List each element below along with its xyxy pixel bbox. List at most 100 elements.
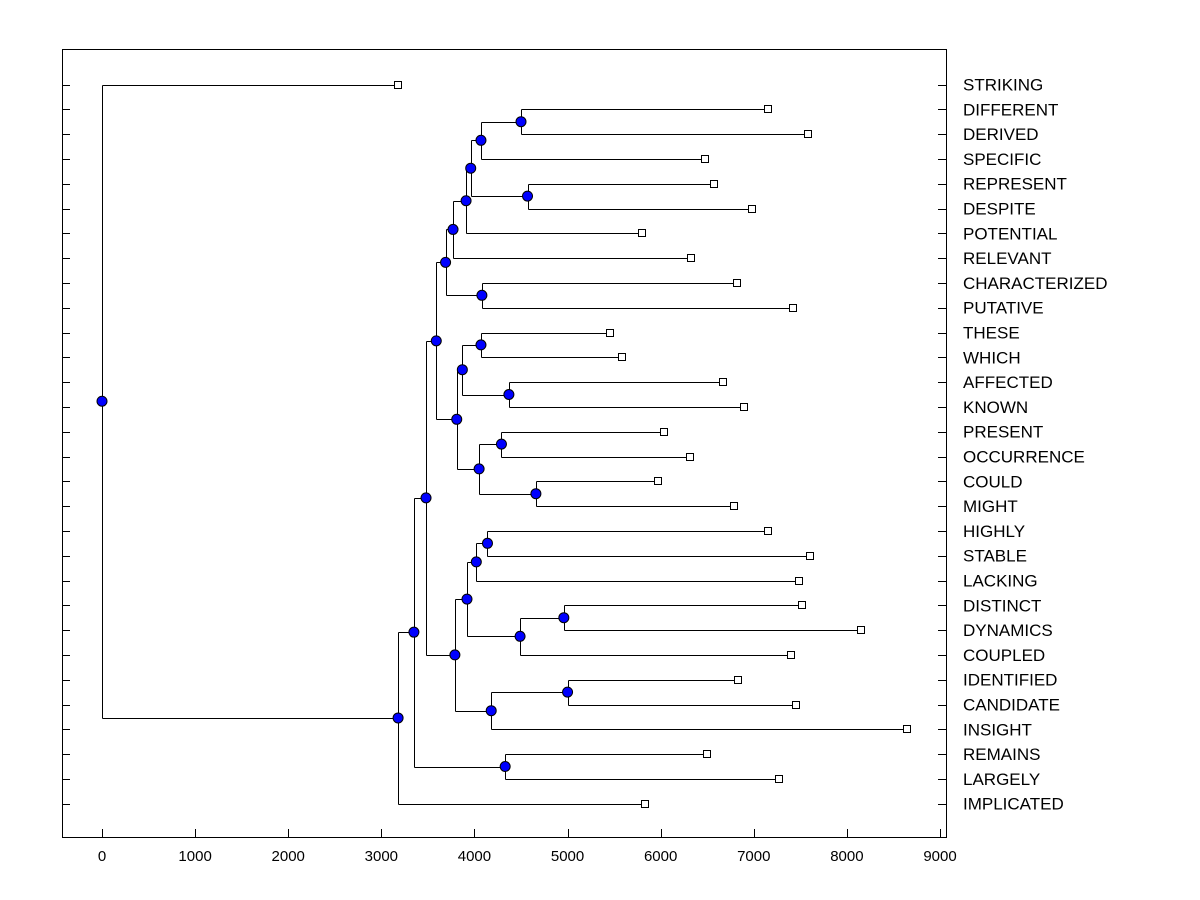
leaf-marker-dynamics: [857, 626, 865, 634]
merge-node-n20: [514, 630, 526, 642]
merge-node-n19: [558, 612, 570, 624]
leaf-marker-putative: [789, 304, 797, 312]
leaf-marker-potential: [638, 229, 646, 237]
merge-node-n11: [456, 364, 468, 376]
leaf-label-identified: IDENTIFIED: [963, 671, 1057, 690]
merge-node-n10: [503, 389, 515, 400]
merge-node-n6: [447, 223, 459, 235]
merge-node-n21: [461, 593, 473, 605]
leaf-marker-affected: [719, 378, 727, 386]
leaf-label-putative: PUTATIVE: [963, 299, 1044, 318]
x-tick-label-5000: 5000: [551, 848, 584, 865]
merge-node-n13: [530, 488, 542, 500]
merge-node-n18: [470, 556, 482, 568]
leaf-label-relevant: RELEVANT: [963, 249, 1052, 268]
leaf-marker-occurrence: [686, 453, 694, 461]
leaf-label-coupled: COUPLED: [963, 646, 1045, 665]
leaf-label-specific: SPECIFIC: [963, 150, 1041, 169]
leaf-label-despite: DESPITE: [963, 200, 1036, 219]
leaf-marker-implicated: [641, 800, 649, 808]
leaf-marker-derived: [804, 130, 812, 138]
merge-node-n16: [430, 335, 442, 347]
x-tick-label-3000: 3000: [365, 848, 398, 865]
plot-frame: [62, 49, 947, 838]
leaf-marker-coupled: [787, 651, 795, 659]
x-tick-label-1000: 1000: [178, 848, 211, 865]
leaf-marker-despite: [748, 205, 756, 213]
leaf-marker-remains: [703, 750, 711, 758]
merge-node-n28: [392, 712, 404, 724]
merge-node-n12: [495, 438, 507, 450]
merge-node-n14: [473, 463, 485, 475]
leaf-label-potential: POTENTIAL: [963, 224, 1057, 243]
leaf-label-might: MIGHT: [963, 497, 1018, 516]
x-tick-label-4000: 4000: [458, 848, 491, 865]
leaf-label-represent: REPRESENT: [963, 175, 1067, 194]
leaf-label-characterized: CHARACTERIZED: [963, 274, 1108, 293]
leaf-label-which: WHICH: [963, 348, 1021, 367]
leaf-marker-candidate: [792, 701, 800, 709]
merge-nodes: [96, 116, 574, 772]
merge-node-n22: [562, 686, 574, 698]
leaf-marker-striking: [394, 81, 402, 89]
leaf-marker-insight: [903, 725, 911, 733]
leaf-label-different: DIFFERENT: [963, 100, 1058, 119]
leaf-marker-identified: [734, 676, 742, 684]
leaf-label-largely: LARGELY: [963, 770, 1040, 789]
leaf-marker-could: [654, 477, 662, 485]
merge-node-n3: [522, 190, 534, 202]
leaf-marker-different: [764, 105, 772, 113]
leaf-markers: [394, 81, 911, 808]
leaf-label-striking: STRIKING: [963, 76, 1043, 95]
merge-node-n9: [475, 339, 487, 351]
x-tick-label-6000: 6000: [644, 848, 677, 865]
leaf-marker-largely: [775, 775, 783, 783]
leaf-labels: STRIKING DIFFERENT DERIVED SPECIFIC REPRESEN…: [963, 76, 1108, 814]
leaf-marker-which: [618, 353, 626, 361]
leaf-label-present: PRESENT: [963, 423, 1043, 442]
merge-node-n25: [420, 492, 432, 504]
leaf-label-highly: HIGHLY: [963, 522, 1025, 541]
merge-node-n1: [515, 116, 527, 128]
leaf-marker-present: [660, 428, 668, 436]
leaf-label-distinct: DISTINCT: [963, 596, 1041, 615]
leaf-marker-distinct: [798, 601, 806, 609]
leaf-label-lacking: LACKING: [963, 572, 1038, 591]
leaf-label-dynamics: DYNAMICS: [963, 621, 1053, 640]
leaf-marker-known: [740, 403, 748, 411]
leaf-label-insight: INSIGHT: [963, 720, 1032, 739]
leaf-marker-lacking: [795, 577, 803, 585]
leaf-label-stable: STABLE: [963, 547, 1027, 566]
leaf-label-remains: REMAINS: [963, 745, 1040, 764]
x-tick-label-0: 0: [98, 848, 106, 865]
leaf-marker-highly: [764, 527, 772, 535]
merge-node-n4: [465, 162, 477, 174]
leaf-label-these: THESE: [963, 324, 1020, 343]
merge-node-n5: [460, 195, 472, 207]
merge-node-n7: [476, 289, 488, 301]
leaf-label-affected: AFFECTED: [963, 373, 1053, 392]
leaf-marker-might: [730, 502, 738, 510]
leaf-marker-relevant: [687, 254, 695, 262]
x-tick-label-7000: 7000: [737, 848, 770, 865]
merge-node-n24: [449, 649, 461, 661]
leaf-label-known: KNOWN: [963, 398, 1028, 417]
leaf-marker-represent: [710, 180, 718, 188]
merge-node-n2: [475, 134, 487, 146]
leaf-marker-characterized: [733, 279, 741, 287]
leaf-label-candidate: CANDIDATE: [963, 696, 1060, 715]
merge-node-n26: [499, 761, 511, 772]
merge-node-n17: [481, 537, 493, 549]
leaf-marker-stable: [806, 552, 814, 560]
leaf-marker-these: [606, 329, 614, 337]
merge-node-n15: [451, 413, 463, 425]
x-tick-label-2000: 2000: [272, 848, 305, 865]
merge-node-n29: [96, 395, 108, 407]
leaf-marker-specific: [701, 155, 709, 163]
leaf-label-could: COULD: [963, 472, 1023, 491]
x-tick-label-9000: 9000: [923, 848, 956, 865]
leaf-label-derived: DERIVED: [963, 125, 1039, 144]
merge-node-n8: [440, 256, 452, 268]
leaf-label-implicated: IMPLICATED: [963, 795, 1064, 814]
